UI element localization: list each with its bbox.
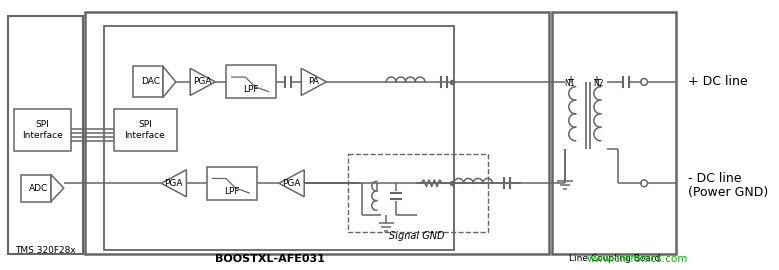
Text: +: + — [566, 75, 574, 85]
Text: ADC: ADC — [29, 184, 48, 193]
Bar — [347, 154, 488, 232]
Bar — [21, 175, 51, 202]
Text: SPI
Interface: SPI Interface — [125, 120, 165, 140]
Bar — [13, 109, 72, 151]
Text: SPI
Interface: SPI Interface — [22, 120, 63, 140]
Text: PA: PA — [308, 77, 319, 86]
Text: DAC: DAC — [141, 77, 160, 86]
Bar — [114, 109, 177, 151]
Text: Signal GND: Signal GND — [390, 231, 445, 241]
Bar — [85, 12, 548, 254]
Text: LPF: LPF — [224, 187, 239, 195]
Bar — [104, 26, 454, 250]
Polygon shape — [279, 170, 304, 197]
Bar — [226, 65, 277, 98]
Text: www.cntronics.com: www.cntronics.com — [587, 254, 688, 264]
Text: PGA: PGA — [164, 179, 183, 188]
Text: N1: N1 — [565, 79, 575, 88]
Text: PGA: PGA — [283, 179, 301, 188]
Polygon shape — [161, 170, 186, 197]
Text: PGA: PGA — [193, 77, 212, 86]
Polygon shape — [190, 68, 215, 95]
Text: + DC line: + DC line — [688, 75, 747, 88]
Polygon shape — [163, 66, 176, 97]
Bar — [552, 12, 676, 254]
Polygon shape — [301, 68, 326, 95]
Text: LPF: LPF — [243, 85, 259, 94]
Text: - DC line: - DC line — [688, 172, 741, 185]
Bar — [133, 66, 163, 97]
Polygon shape — [51, 175, 64, 202]
Bar — [8, 16, 83, 254]
Text: Line Coupling Board: Line Coupling Board — [569, 254, 660, 263]
Text: TMS 320F28x: TMS 320F28x — [15, 247, 76, 255]
Bar — [206, 167, 257, 200]
Text: BOOSTXL-AFE031: BOOSTXL-AFE031 — [216, 254, 326, 264]
Text: N2: N2 — [594, 79, 604, 88]
Text: (Power GND): (Power GND) — [688, 187, 768, 200]
Text: +: + — [592, 75, 600, 85]
